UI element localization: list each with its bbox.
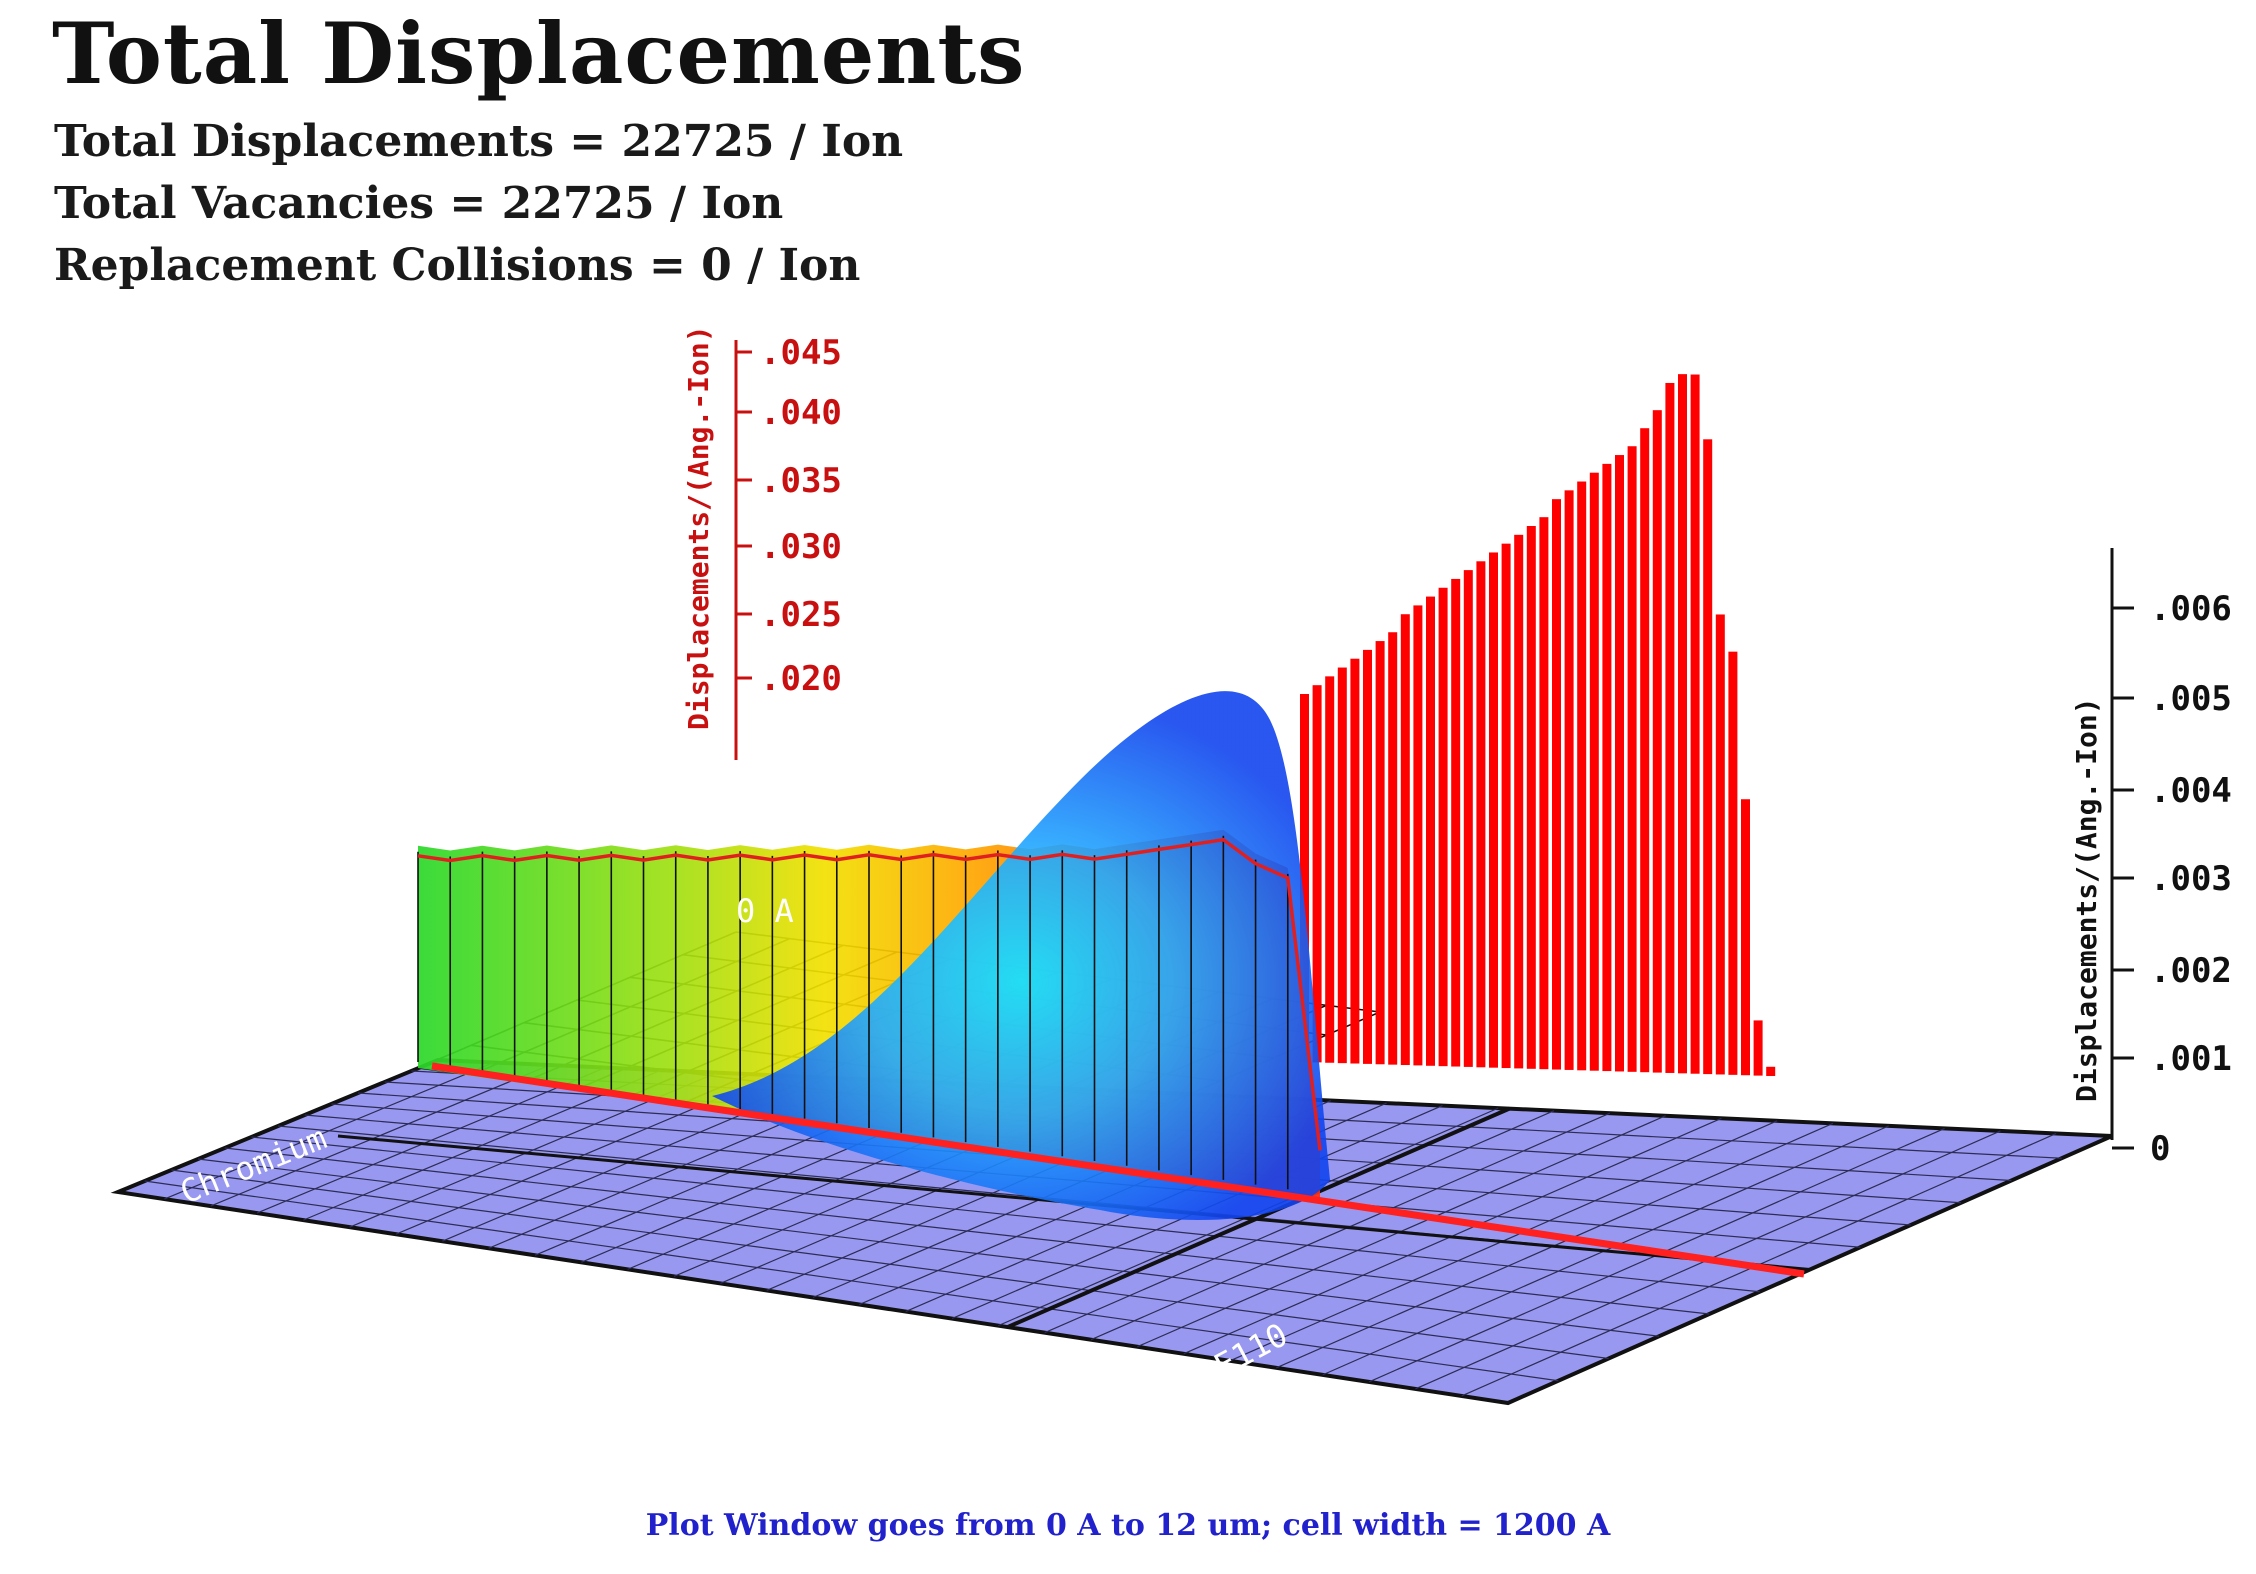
- left-axis-label: Displacements/(Ang.-Ion): [682, 325, 715, 730]
- total-displacement-bar: [1451, 578, 1461, 1067]
- floor-grid-line: [224, 1147, 1710, 1315]
- origin-label: 0 A: [736, 892, 794, 930]
- total-displacement-bar: [1703, 439, 1713, 1075]
- total-displacement-bar: [1665, 382, 1675, 1073]
- left-axis-tick-label: .030: [760, 527, 842, 567]
- total-displacement-bar: [1337, 667, 1347, 1064]
- total-displacement-bar: [1501, 543, 1511, 1069]
- total-displacement-bar: [1350, 658, 1360, 1064]
- right-axis-tick-label: 0: [2150, 1129, 2170, 1169]
- total-displacement-bar: [1526, 526, 1536, 1069]
- total-displacement-bar: [1413, 605, 1423, 1066]
- left-axis-tick-label: .040: [760, 393, 842, 433]
- total-displacement-bar: [1564, 490, 1574, 1070]
- total-displacement-bar: [1375, 641, 1385, 1065]
- total-displacement-bar: [1476, 561, 1486, 1068]
- stat-total-displacements: Total Displacements = 22725 / Ion: [54, 116, 904, 167]
- stat-replacement-collisions: Replacement Collisions = 0 / Ion: [54, 240, 861, 291]
- left-axis-tick-label: .020: [760, 659, 842, 699]
- left-axis: .045 .040 .035 .030 .025 .020 Displacements/(…: [682, 325, 842, 760]
- total-displacement-bar: [1552, 499, 1561, 1070]
- total-displacement-bar: [1690, 374, 1700, 1074]
- floor-divider-line: [1006, 1106, 1511, 1329]
- floor-grid-line: [171, 1169, 1609, 1360]
- total-displacement-bar: [1766, 1066, 1776, 1076]
- total-displacement-bar: [1715, 614, 1725, 1075]
- left-axis-tick-label: .045: [760, 333, 842, 373]
- right-axis-tick-label: .001: [2150, 1039, 2232, 1079]
- total-displacement-bar: [1312, 685, 1322, 1063]
- surface-ridge-lines: [417, 835, 1289, 1190]
- total-displacement-bar: [1514, 534, 1524, 1069]
- total-displacement-bar: [1640, 428, 1650, 1073]
- total-displacement-bar: [1741, 799, 1750, 1076]
- total-displacement-bar: [1388, 632, 1398, 1065]
- total-displacement-bar: [1300, 694, 1309, 1062]
- total-displacement-bar: [1400, 614, 1410, 1066]
- total-displacement-bar: [1615, 455, 1624, 1072]
- left-axis-tick-label: .025: [760, 595, 842, 635]
- right-axis: 0 .001 .002 .003 .004 .005 .006 Displacements/…: [2070, 548, 2232, 1169]
- total-displacement-bars: [1300, 374, 1776, 1076]
- plot-window-note: Plot Window goes from 0 A to 12 um; cell…: [645, 1508, 1611, 1543]
- right-axis-ticks: 0 .001 .002 .003 .004 .005 .006: [2112, 589, 2232, 1169]
- total-displacement-bar: [1363, 649, 1372, 1064]
- right-axis-label: Displacements/(Ang.-Ion): [2070, 697, 2103, 1102]
- right-axis-tick-label: .006: [2150, 589, 2232, 629]
- total-displacement-bar: [1728, 651, 1738, 1075]
- total-displacement-bar: [1577, 481, 1587, 1071]
- right-axis-tick-label: .004: [2150, 771, 2232, 811]
- floor-grid-line: [251, 1136, 1760, 1293]
- total-displacement-bar: [1438, 587, 1448, 1067]
- right-axis-tick-label: .002: [2150, 951, 2232, 991]
- total-displacement-bar: [1463, 570, 1473, 1067]
- right-axis-tick-label: .003: [2150, 859, 2232, 899]
- stat-total-vacancies: Total Vacancies = 22725 / Ion: [54, 178, 784, 229]
- vacancy-cloud: [712, 691, 1330, 1220]
- floor-grid-line: [144, 1180, 1559, 1382]
- total-displacement-bar: [1678, 374, 1687, 1074]
- depth-profile-line: [417, 837, 1322, 1151]
- total-displacement-bar: [1627, 446, 1637, 1072]
- total-displacement-bar: [1539, 517, 1549, 1070]
- total-displacement-bar: [1489, 552, 1498, 1068]
- floor-projection-line: [431, 1062, 1805, 1278]
- displacement-surface: [417, 691, 1805, 1278]
- total-displacement-bar: [1426, 596, 1435, 1066]
- total-displacement-bar: [1652, 410, 1662, 1073]
- floor-grid-line: [197, 1158, 1660, 1337]
- left-axis-tick-label: .035: [760, 461, 842, 501]
- total-displacement-bar: [1753, 1020, 1763, 1076]
- chart-title: Total Displacements: [52, 4, 1026, 103]
- right-axis-tick-label: .005: [2150, 679, 2232, 719]
- total-displacement-bar: [1602, 463, 1612, 1072]
- total-displacement-bar: [1589, 472, 1599, 1071]
- total-displacement-bar: [1325, 676, 1335, 1063]
- left-axis-ticks: .045 .040 .035 .030 .025 .020: [736, 333, 842, 699]
